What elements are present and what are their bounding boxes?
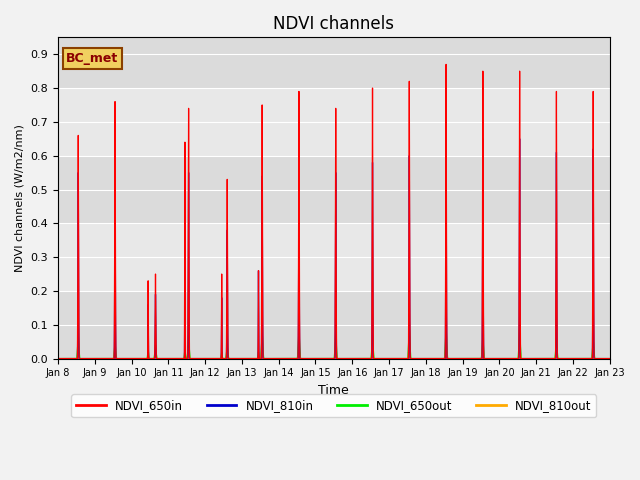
NDVI_650in	[260, 356, 268, 361]
NDVI_650in	[442, 61, 450, 67]
Line: NDVI_650out: NDVI_650out	[58, 325, 610, 359]
NDVI_810out	[172, 356, 180, 361]
NDVI_810out	[54, 356, 62, 361]
NDVI_650out	[166, 356, 174, 361]
NDVI_810out	[166, 356, 174, 361]
NDVI_650in	[606, 356, 614, 361]
NDVI_810in	[54, 356, 62, 361]
NDVI_650out	[604, 356, 612, 361]
NDVI_810in	[442, 129, 450, 135]
NDVI_810in	[606, 356, 614, 361]
NDVI_810in	[604, 356, 612, 361]
NDVI_810in	[166, 356, 174, 361]
NDVI_810out	[606, 356, 614, 361]
Bar	[58, 156, 610, 223]
NDVI_650out	[410, 356, 418, 361]
NDVI_810in	[410, 356, 418, 361]
NDVI_810out	[488, 356, 496, 361]
NDVI_650in	[166, 356, 174, 361]
NDVI_810in	[260, 356, 268, 361]
NDVI_650out	[606, 356, 614, 361]
X-axis label: Time: Time	[319, 384, 349, 397]
Line: NDVI_810in: NDVI_810in	[58, 132, 610, 359]
NDVI_650out	[54, 356, 62, 361]
Text: BC_met: BC_met	[67, 52, 118, 65]
NDVI_810out	[604, 356, 612, 361]
NDVI_650out	[488, 356, 496, 361]
Y-axis label: NDVI channels (W/m2/nm): NDVI channels (W/m2/nm)	[15, 124, 25, 272]
Line: NDVI_650in: NDVI_650in	[58, 64, 610, 359]
NDVI_810out	[410, 356, 418, 361]
NDVI_650in	[172, 356, 180, 361]
Bar	[58, 37, 610, 88]
NDVI_650in	[488, 356, 496, 361]
NDVI_810out	[406, 339, 413, 345]
NDVI_650out	[406, 322, 413, 328]
NDVI_810in	[488, 356, 496, 361]
Bar	[58, 291, 610, 359]
NDVI_810out	[260, 356, 268, 361]
NDVI_650in	[54, 356, 62, 361]
NDVI_650in	[410, 356, 418, 361]
NDVI_810in	[172, 356, 180, 361]
Legend: NDVI_650in, NDVI_810in, NDVI_650out, NDVI_810out: NDVI_650in, NDVI_810in, NDVI_650out, NDV…	[71, 395, 596, 417]
NDVI_650out	[172, 356, 180, 361]
NDVI_650out	[260, 356, 268, 361]
Line: NDVI_810out: NDVI_810out	[58, 342, 610, 359]
Title: NDVI channels: NDVI channels	[273, 15, 394, 33]
NDVI_650in	[604, 356, 612, 361]
